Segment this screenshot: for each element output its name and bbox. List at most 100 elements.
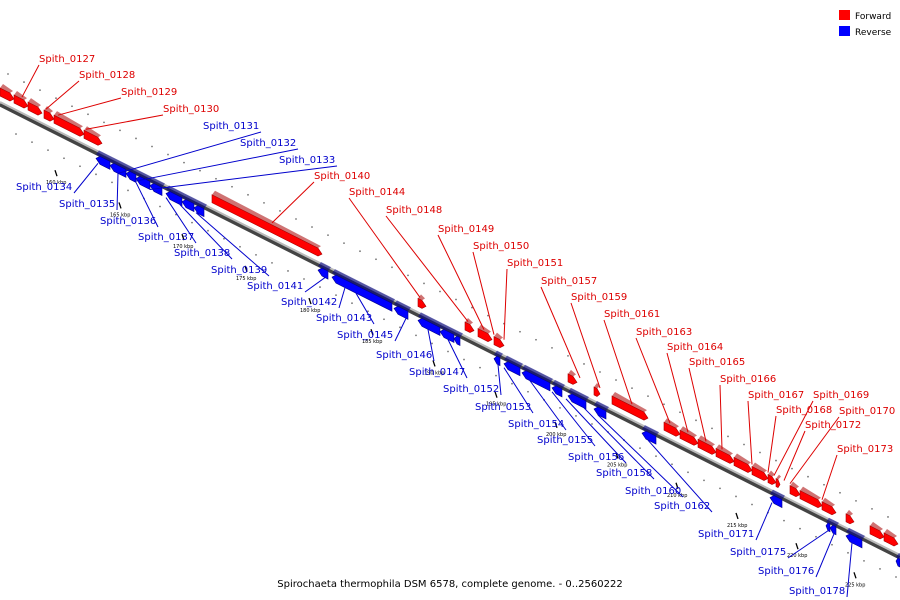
scale-dot [719, 487, 721, 490]
scale-dot [199, 169, 201, 172]
scale-dot [127, 189, 129, 192]
forward-gene-block [0, 84, 15, 102]
reverse-gene-label: Spith_0131 [203, 121, 259, 132]
label-leader-line [773, 400, 814, 476]
scale-dot [159, 205, 161, 208]
axis-tick-label: 195 kbp [486, 402, 506, 408]
reverse-gene-block [829, 519, 839, 536]
reverse-gene-label: Spith_0139 [211, 265, 267, 276]
label-leader-line [73, 163, 99, 194]
reverse-gene-block [109, 157, 129, 178]
label-leader-line [570, 302, 601, 389]
reverse-gene-label: Spith_0135 [59, 199, 115, 210]
label-leader-line [846, 542, 853, 598]
axis-tick-label: 190 kbp [424, 370, 444, 376]
label-leader-line [666, 352, 689, 433]
axis-tick-mark [494, 391, 498, 398]
scale-dot [647, 395, 649, 398]
reverse-gene-block [331, 269, 395, 312]
scale-dot [351, 302, 353, 305]
forward-gene-block [43, 106, 55, 122]
axis-tick-label: 160 kbp [46, 180, 66, 186]
reverse-gene-block [593, 400, 609, 420]
reverse-gene-label: Spith_0134 [16, 182, 72, 193]
axis-tick-mark [615, 452, 619, 459]
scale-dot [743, 443, 745, 446]
scale-dot [15, 133, 17, 135]
scale-dot [703, 479, 705, 482]
label-leader-line [447, 339, 468, 379]
scale-dot [39, 89, 41, 92]
axis-tick-mark [308, 297, 312, 305]
reverse-gene-label: Spith_0145 [337, 330, 393, 341]
reverse-gene-label: Spith_0176 [758, 566, 814, 577]
scale-dot [551, 346, 553, 349]
forward-gene-label: Spith_0165 [689, 357, 745, 368]
scale-dot [87, 113, 89, 116]
axis-tick-label: 220 kbp [787, 553, 807, 559]
forward-gene-block [679, 426, 699, 446]
scale-dot [519, 330, 521, 333]
label-leader-line [117, 131, 262, 174]
scale-dot [63, 157, 65, 160]
forward-gene-label: Spith_0151 [507, 258, 563, 269]
forward-gene-label: Spith_0164 [667, 342, 723, 353]
scale-dot [151, 145, 153, 148]
scale-dot [583, 363, 585, 365]
forward-gene-block [821, 497, 837, 516]
scale-dot [783, 519, 785, 522]
scale-dot [207, 229, 209, 232]
scale-dot [823, 483, 825, 486]
scale-dot [255, 253, 257, 256]
forward-gene-block [767, 470, 777, 485]
scale-dot [695, 419, 697, 422]
scale-dot [791, 467, 793, 470]
reverse-gene-label: Spith_0136 [100, 216, 156, 227]
forward-gene-block [663, 418, 681, 437]
scale-dot [727, 435, 729, 438]
label-leader-line [385, 215, 469, 322]
label-leader-line [427, 329, 435, 362]
scale-dot [863, 559, 865, 562]
forward-gene-block [477, 324, 493, 342]
scale-dot [343, 242, 345, 245]
forward-gene-block [883, 528, 899, 547]
scale-dot [463, 358, 465, 361]
reverse-gene-label: Spith_0138 [174, 248, 230, 259]
scale-dot [327, 234, 329, 236]
label-leader-line [789, 416, 840, 484]
scale-dot [367, 310, 369, 313]
label-leader-line [45, 80, 80, 110]
forward-gene-label: Spith_0157 [541, 276, 597, 287]
label-leader-line [472, 251, 495, 335]
forward-gene-label: Spith_0150 [473, 241, 529, 252]
forward-gene-block [751, 462, 769, 481]
scale-dot [7, 73, 9, 75]
axis-tick-mark [432, 360, 436, 367]
scale-dot [375, 258, 377, 261]
reverse-gene-label: Spith_0137 [138, 232, 194, 243]
label-leader-line [497, 364, 502, 396]
axis-tick-label: 165 kbp [110, 212, 130, 218]
scale-dot [479, 366, 481, 369]
scale-dot [815, 535, 817, 538]
label-leader-line [116, 173, 119, 211]
label-leaders [21, 64, 853, 598]
label-leader-line [133, 148, 299, 182]
forward-gene-label: Spith_0161 [604, 309, 660, 320]
label-leader-line [529, 380, 567, 431]
reverse-gene-block [125, 165, 139, 183]
reverse-gene-label: Spith_0158 [596, 468, 652, 479]
axis-tick-mark [554, 421, 558, 429]
axis-tick-mark [853, 572, 857, 579]
scale-dot [639, 447, 641, 450]
axis-tick-mark [735, 512, 739, 520]
label-leader-line [821, 454, 838, 500]
scale-dot [655, 455, 657, 458]
label-leader-line [394, 318, 407, 342]
scale-dot [95, 173, 97, 176]
forward-gene-label: Spith_0163 [636, 327, 692, 338]
label-leader-line [271, 181, 315, 224]
scale-dot [287, 270, 289, 272]
